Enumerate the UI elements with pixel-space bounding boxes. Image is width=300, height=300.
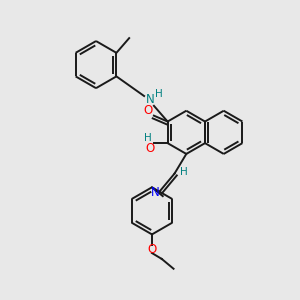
Text: H: H <box>181 167 188 177</box>
Text: O: O <box>143 104 153 117</box>
Text: H: H <box>155 89 163 99</box>
Text: O: O <box>147 243 157 256</box>
Text: O: O <box>145 142 154 154</box>
Text: H: H <box>144 133 152 143</box>
Text: N: N <box>151 186 159 199</box>
Text: N: N <box>146 93 154 106</box>
